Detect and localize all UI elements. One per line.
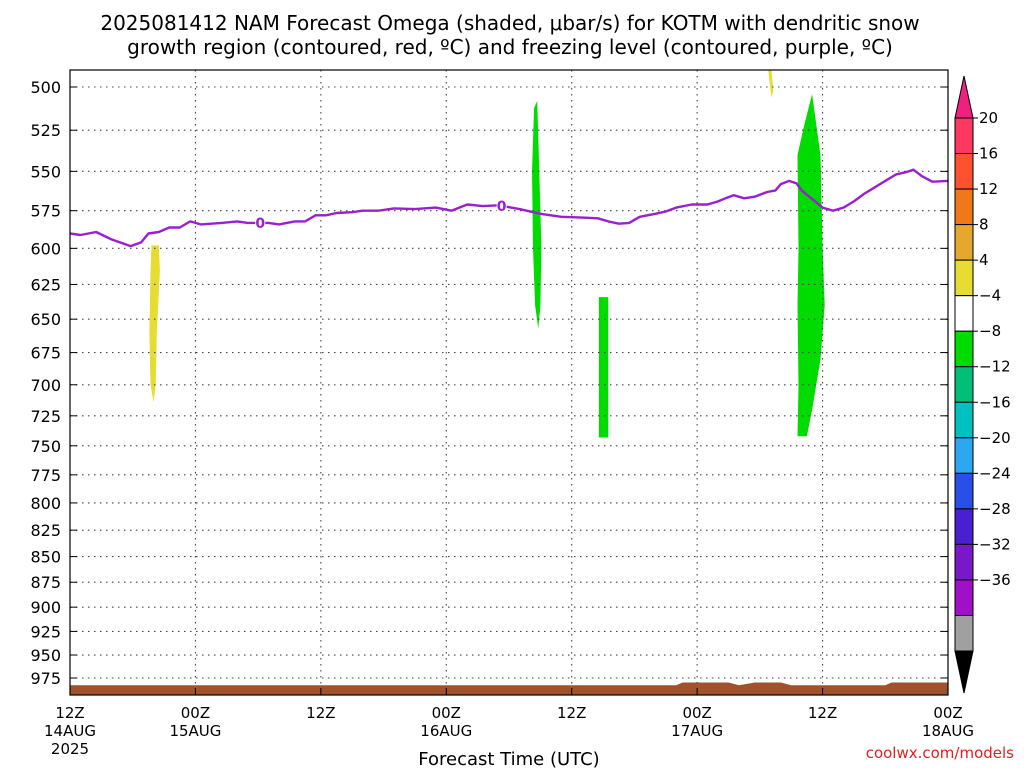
omega-region-1 [149,245,160,403]
y-tick-label-825: 825 [30,521,61,540]
credit-text: coolwx.com/models [866,744,1014,762]
omega-region-2 [768,70,774,98]
colorbar-bin-4 [954,224,974,261]
contour-label-1: 0 [255,216,265,232]
freezing-level-line [69,168,949,248]
colorbar-bin-5 [954,259,974,297]
y-tick-label-550: 550 [30,162,61,181]
terrain-band [70,682,948,695]
colorbar-bin-13 [954,543,974,581]
colorbar-bin-2 [954,153,974,190]
x-tick-label-1-2: 15AUG [169,722,221,740]
y-tick-label-725: 725 [30,407,61,426]
x-axis-label: Forecast Time (UTC) [418,749,599,768]
y-tick-label-950: 950 [30,646,61,665]
colorbar-bin-1 [954,117,974,155]
y-tick-label-650: 650 [30,310,61,329]
x-tick-label-0-2: 14AUG [44,722,96,740]
x-tick-label-0-3: 2025 [51,740,89,758]
y-tick-label-700: 700 [30,376,61,395]
y-tick-label-675: 675 [30,344,61,363]
contour-label-bg-2 [496,197,507,214]
colorbar-bin-14 [954,579,974,616]
y-tick-label-900: 900 [30,598,61,617]
y-tick-label-800: 800 [30,494,61,513]
x-tick-label-3-2: 16AUG [420,722,472,740]
x-tick-label-1-1: 00Z [181,704,210,722]
colorbar-bin-11 [954,472,974,510]
y-tick-label-925: 925 [30,622,61,641]
y-tick-label-525: 525 [30,121,61,140]
colorbar-label-7: −8 [979,322,1001,340]
colorbar-label-5: 4 [979,251,989,269]
chart-title-line2: growth region (contoured, red, ºC) and f… [127,35,893,59]
colorbar-label-10: −20 [979,429,1011,447]
y-tick-label-975: 975 [30,669,61,688]
contour-label-bg-1 [255,214,266,231]
x-tick-label-4-1: 12Z [557,704,586,722]
grid-layer [69,70,949,695]
colorbar-bin-9 [954,401,974,439]
x-tick-label-7-2: 18AUG [922,722,974,740]
colorbar-label-12: −28 [979,500,1011,518]
contour-layer: 00 [69,168,949,248]
y-axis: 500 525 550 575 600 625 650 675 700 725 750 775 800 8… [30,78,61,688]
x-tick-label-7-1: 00Z [933,704,962,722]
x-tick-label-5-1: 00Z [682,704,711,722]
colorbar-label-9: −16 [979,393,1011,411]
colorbar-label-8: −12 [979,358,1011,376]
colorbar-label-1: 20 [979,109,998,127]
colorbar-top-triangle [954,75,974,119]
x-tick-label-5-2: 17AUG [671,722,723,740]
y-tick-label-750: 750 [30,437,61,456]
plot-frame [69,69,949,696]
chart-title-line1: 2025081412 NAM Forecast Omega (shaded, μ… [100,11,919,35]
colorbar-bin-6 [954,295,974,332]
colorbar-label-2: 16 [979,145,998,163]
colorbar-bin-15 [954,614,974,652]
omega-region-3 [532,101,542,329]
y-tick-label-625: 625 [30,275,61,294]
x-tick-label-6-1: 12Z [808,704,837,722]
y-tick-label-875: 875 [30,573,61,592]
colorbar-bin-12 [954,508,974,545]
colorbar-bin-10 [954,437,974,474]
y-tick-label-775: 775 [30,466,61,485]
colorbar-label-4: 8 [979,216,989,234]
y-tick-label-500: 500 [30,78,61,97]
omega-region-5 [797,94,825,437]
x-tick-label-0-1: 12Z [55,704,84,722]
y-tick-label-600: 600 [30,239,61,258]
colorbar-label-6: −4 [979,287,1001,305]
x-tick-label-3-1: 00Z [432,704,461,722]
y-tick-label-850: 850 [30,548,61,567]
colorbar-label-11: −24 [979,464,1011,482]
colorbar-bin-7 [954,330,974,368]
omega-region-4 [598,297,609,438]
x-tick-label-2-1: 12Z [306,704,335,722]
colorbar-label-14: −36 [979,571,1011,589]
contour-label-2: 0 [497,199,507,215]
colorbar-bin-8 [954,366,974,403]
colorbar-bin-3 [954,188,974,226]
y-tick-label-575: 575 [30,202,61,221]
colorbar: 20 16 12 8 4 −4 −8 −12 −16 −20 −24 −28 −32 −36 [954,75,1011,694]
colorbar-label-3: 12 [979,180,998,198]
colorbar-bottom-triangle [954,650,974,694]
plot-fill-layer [70,70,948,695]
colorbar-label-13: −32 [979,535,1011,553]
